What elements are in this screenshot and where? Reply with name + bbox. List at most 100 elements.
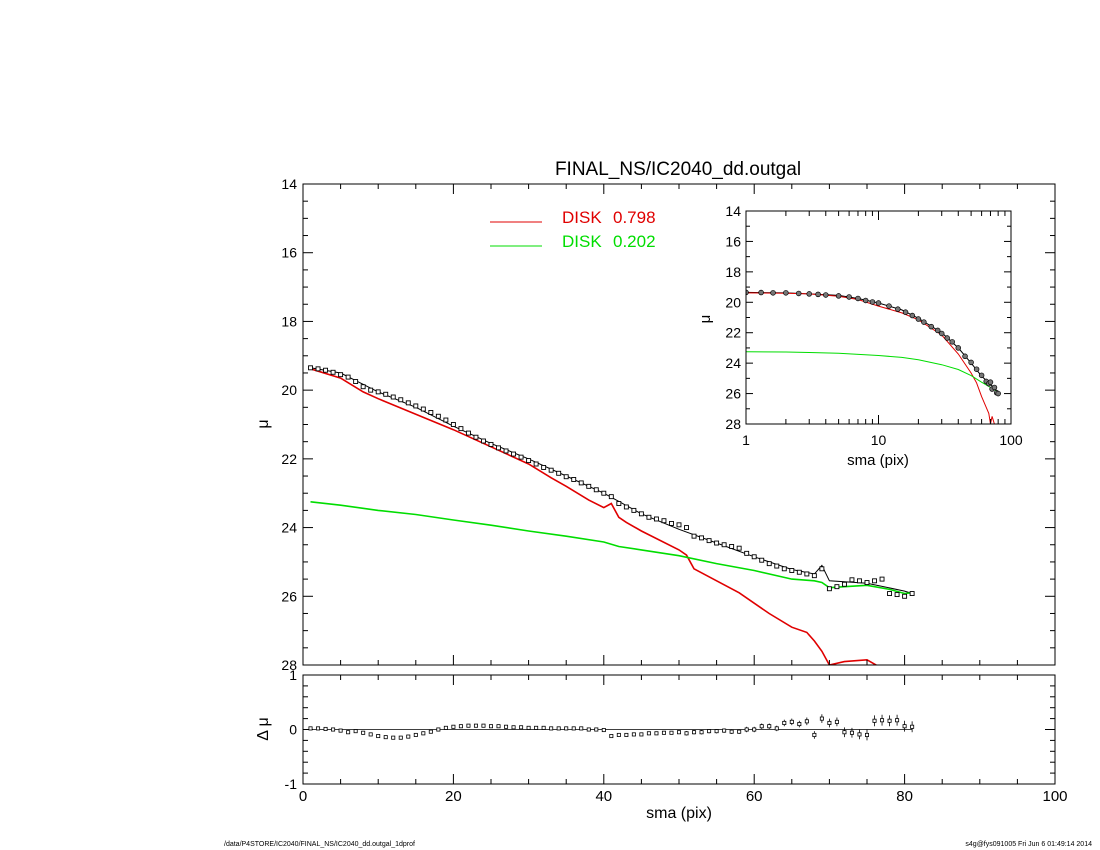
data-point (751, 554, 757, 560)
residual-point (880, 718, 885, 723)
inset-data-point (846, 294, 852, 300)
series-line-disk2 (310, 501, 913, 595)
residual-point (361, 730, 366, 735)
inset-data-point (921, 319, 927, 325)
residual-point (857, 732, 862, 737)
residual-point (586, 727, 591, 732)
data-point (593, 487, 599, 493)
main-panel: μ DISK 0.798 DISK 0.202 14 16 18 20 22 24 26 28 (255, 176, 1056, 673)
residual-point (669, 730, 674, 735)
residual-point (631, 732, 636, 737)
inset-x-axis-label: sma (pix) (847, 452, 909, 469)
residual-x-axis-label: sma (pix) (646, 805, 712, 822)
residual-point (541, 725, 546, 730)
residual-point (849, 730, 854, 735)
data-point (548, 467, 554, 473)
residual-point (458, 724, 463, 729)
residual-point (383, 735, 388, 740)
data-point (789, 568, 795, 573)
inset-data-point (968, 359, 974, 366)
data-point (473, 434, 479, 440)
residual-point (316, 726, 321, 731)
data-point (834, 584, 840, 590)
data-point (691, 533, 697, 539)
inset-y-tick-label-16: 16 (725, 233, 741, 249)
x-tick-label-60: 60 (746, 788, 763, 805)
data-point (405, 400, 411, 406)
inset-background (746, 211, 1011, 424)
residual-point (564, 726, 569, 731)
residual-point (511, 725, 516, 730)
data-point (608, 494, 614, 500)
residual-point (616, 732, 621, 737)
inset-y-tick-label-22: 22 (725, 325, 741, 341)
residual-point (902, 724, 907, 729)
residual-point (308, 726, 313, 731)
data-point (781, 566, 787, 572)
inset-data-point (973, 366, 980, 372)
data-point (804, 571, 810, 577)
x-tick-label-80: 80 (896, 788, 913, 805)
data-point (308, 365, 313, 371)
residual-point (714, 729, 719, 734)
residual-point (646, 731, 651, 736)
data-point (338, 372, 344, 378)
data-point (759, 557, 765, 563)
residual-point (842, 730, 847, 735)
inset-data-point (991, 384, 998, 391)
residual-y-tick-label-1: 1 (289, 667, 297, 683)
residual-point (819, 716, 824, 721)
inset-y-tick-label-26: 26 (725, 386, 741, 402)
residual-point (526, 725, 531, 730)
data-point (744, 550, 750, 556)
residual-point (428, 729, 433, 734)
data-point (721, 542, 727, 548)
data-point (857, 578, 862, 584)
data-point (375, 389, 381, 395)
inset-data-point (855, 295, 861, 302)
data-point (638, 511, 644, 517)
x-tick-label-100: 100 (1042, 788, 1067, 805)
residual-point (353, 729, 358, 734)
residual-y-tick-label--1: -1 (285, 776, 298, 792)
inset-data-point (909, 312, 916, 319)
residual-point (744, 727, 749, 732)
inset-x-tick-label-1: 1 (742, 432, 750, 448)
data-point (661, 518, 667, 524)
inset-y-axis-label: μ (697, 315, 714, 324)
data-point (323, 367, 329, 373)
residual-point (789, 719, 794, 724)
data-point (601, 490, 607, 496)
data-point (887, 591, 893, 596)
data-point (706, 538, 712, 544)
x-tick-label-20: 20 (445, 788, 462, 805)
data-point (811, 573, 817, 579)
data-point (676, 522, 682, 528)
residual-point (436, 727, 441, 732)
residual-point (481, 723, 486, 728)
residual-point (519, 725, 524, 730)
residual-point (827, 720, 832, 725)
data-point (766, 561, 772, 567)
data-point (684, 525, 689, 531)
residual-point (421, 731, 426, 736)
data-point (571, 477, 577, 482)
inset-data-point (978, 372, 985, 379)
residual-point (895, 718, 900, 723)
inset-data-point (746, 289, 749, 296)
inset-data-point (895, 306, 901, 312)
residual-point (571, 726, 576, 731)
residual-point (473, 723, 478, 728)
residual-point (504, 724, 509, 729)
data-point (511, 451, 517, 457)
data-point (315, 366, 321, 372)
data-point (729, 544, 735, 549)
residual-point (887, 718, 892, 723)
main-y-tick-label-24: 24 (281, 520, 297, 536)
data-point (653, 516, 659, 522)
data-point (488, 441, 494, 447)
residual-y-tick-label-0: 0 (289, 722, 297, 738)
data-point (360, 384, 366, 390)
main-y-tick-label-26: 26 (281, 588, 297, 604)
